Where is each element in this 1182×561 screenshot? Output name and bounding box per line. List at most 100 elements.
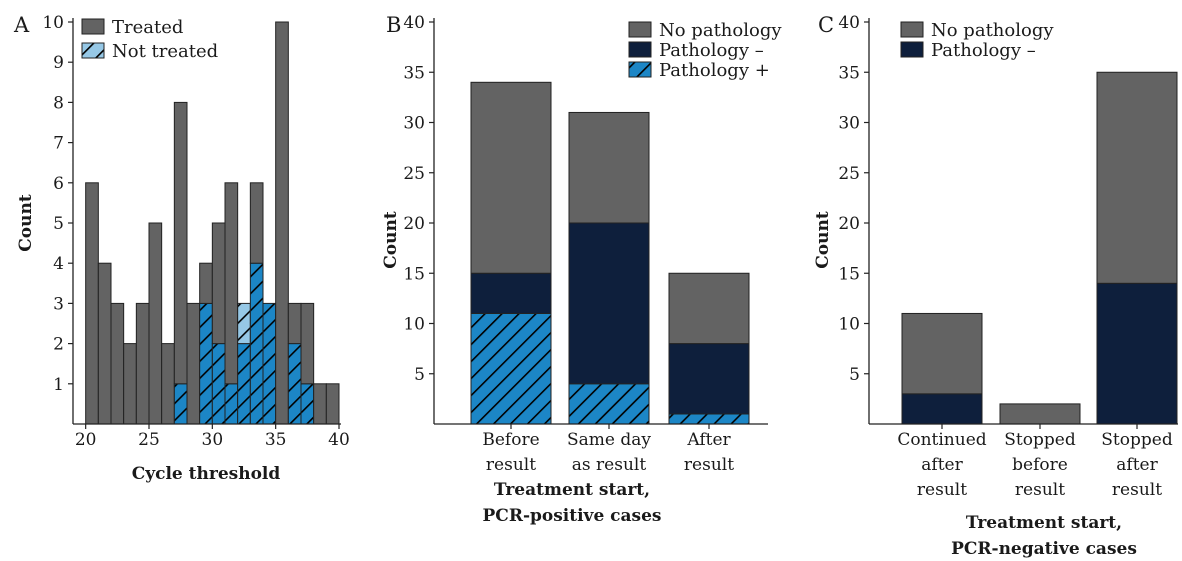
y-tick-label: 35 (403, 63, 425, 83)
hist-bar-treated-2 (110, 302, 125, 425)
hist-bar-hatched-11 (224, 383, 239, 425)
legend-swatch-treated (81, 18, 105, 35)
hist-bar-treated-7 (173, 101, 188, 385)
y-axis-title: Count (381, 211, 401, 269)
y-tick-label: 30 (403, 114, 425, 134)
hist-bar-treated-0 (85, 182, 99, 425)
legend-label: Pathology + (659, 60, 770, 81)
x-tick-label: 35 (265, 430, 287, 450)
y-tick-label: 6 (53, 174, 64, 194)
y-tick-label: 30 (838, 114, 860, 134)
y-tick-label: 40 (838, 13, 860, 33)
hist-bar-treated-4 (135, 302, 150, 425)
legend-swatch (628, 21, 652, 38)
y-tick-label: 40 (403, 13, 425, 33)
legend-swatch (900, 21, 924, 38)
legend-label: Pathology – (659, 40, 764, 61)
hist-bar-treated-11 (224, 182, 239, 385)
bar-segment-2-1 (1096, 71, 1178, 284)
legend-label: Pathology – (931, 40, 1036, 61)
x-tick-label: 20 (75, 430, 97, 450)
bar-segment-0-1 (901, 312, 983, 395)
hist-bar-treated-9 (199, 262, 213, 304)
y-tick-label: 10 (403, 315, 425, 335)
category-label: Before result (482, 430, 539, 475)
bar-segment-1-0 (568, 383, 650, 425)
bar-segment-0-0 (470, 312, 552, 425)
category-label: Same day as result (567, 430, 651, 475)
bar-segment-2-0 (668, 413, 750, 425)
category-label: After result (684, 430, 734, 475)
panel-c-stacked-bars: 5 10 15 20 25 30 35 40 Continued after result Stopp… (813, 13, 1178, 559)
y-tick-label: 5 (849, 365, 860, 385)
x-tick-label: 40 (328, 430, 350, 450)
legend-label: No pathology (659, 20, 782, 41)
hist-bar-hatched-12 (237, 343, 251, 425)
hist-bar-treated-15 (275, 21, 289, 425)
y-tick-label: 15 (403, 264, 425, 284)
hist-bar-treated-6 (161, 343, 175, 425)
x-axis-title: Treatment start, PCR-negative cases (951, 513, 1137, 559)
hist-bar-treated-1 (97, 262, 112, 425)
hist-bar-hatched-10 (211, 343, 226, 425)
hist-bar-hatched-9 (199, 302, 213, 425)
y-axis-title: Count (16, 194, 36, 252)
hist-bar-hatched-13 (249, 262, 264, 425)
y-tick-label: 4 (53, 254, 64, 274)
legend-label: No pathology (931, 20, 1054, 41)
y-tick-label: 9 (53, 53, 64, 73)
y-tick-label: 8 (53, 93, 64, 113)
x-tick-label: 25 (138, 430, 160, 450)
bar-segment-0-2 (470, 81, 552, 274)
bar-segment-0-1 (470, 272, 552, 314)
x-axis-title: Treatment start, PCR-positive cases (483, 480, 662, 526)
legend-label: Treated (112, 17, 183, 38)
category-label: Stopped after result (1101, 430, 1173, 500)
hist-bar-treated-10 (211, 222, 226, 345)
y-tick-label: 3 (53, 294, 64, 314)
hist-bar-treated-3 (123, 343, 137, 425)
hist-bar-treated-18 (313, 383, 327, 425)
hist-bar-treated-19 (325, 383, 340, 425)
hist-bar-not-treated-12 (237, 302, 251, 345)
y-tick-label: 2 (53, 335, 64, 355)
legend-label: Not treated (112, 41, 218, 62)
bar-segment-1-1 (568, 222, 650, 385)
y-tick-label: 7 (53, 134, 64, 154)
y-tick-label: 10 (838, 315, 860, 335)
legend-swatch (900, 41, 924, 58)
legend-swatch (628, 41, 652, 58)
panel-letter: A (13, 13, 30, 37)
panel-b-stacked-bars: 5 10 15 20 25 30 35 40 Before result Same day as re… (381, 13, 782, 526)
hist-bar-treated-17 (300, 302, 315, 385)
bar-segment-1-1 (999, 403, 1081, 425)
hist-bar-hatched-7 (173, 383, 188, 425)
y-tick-label: 10 (42, 13, 64, 33)
hist-bar-treated-5 (148, 222, 163, 425)
y-tick-label: 25 (403, 164, 425, 184)
panel-letter: B (386, 13, 401, 37)
y-tick-label: 1 (53, 375, 64, 395)
y-tick-label: 5 (414, 365, 425, 385)
x-axis-title: Cycle threshold (132, 464, 281, 484)
bar-segment-0-0 (901, 393, 983, 425)
panel-a-histogram: 1 2 3 4 5 6 7 8 9 10 20 25 30 35 40 A Cycle threshold Cou… (13, 13, 350, 484)
y-tick-label: 5 (53, 214, 64, 234)
bar-segment-2-2 (668, 272, 750, 345)
x-tick-label: 30 (202, 430, 224, 450)
y-tick-label: 20 (403, 214, 425, 234)
y-tick-label: 15 (838, 264, 860, 284)
bar-segment-2-1 (668, 343, 750, 415)
hist-bar-treated-8 (186, 302, 201, 425)
category-label: Stopped before result (1004, 430, 1076, 500)
hist-bar-treated-16 (287, 302, 302, 345)
legend-swatch-not-treated (81, 42, 105, 59)
y-tick-label: 35 (838, 63, 860, 83)
y-tick-label: 20 (838, 214, 860, 234)
bar-segment-1-2 (568, 111, 650, 224)
panel-letter: C (818, 13, 834, 37)
hist-bar-treated-13 (249, 182, 264, 264)
legend-swatch (628, 61, 652, 78)
hist-bar-hatched-16 (287, 343, 302, 425)
